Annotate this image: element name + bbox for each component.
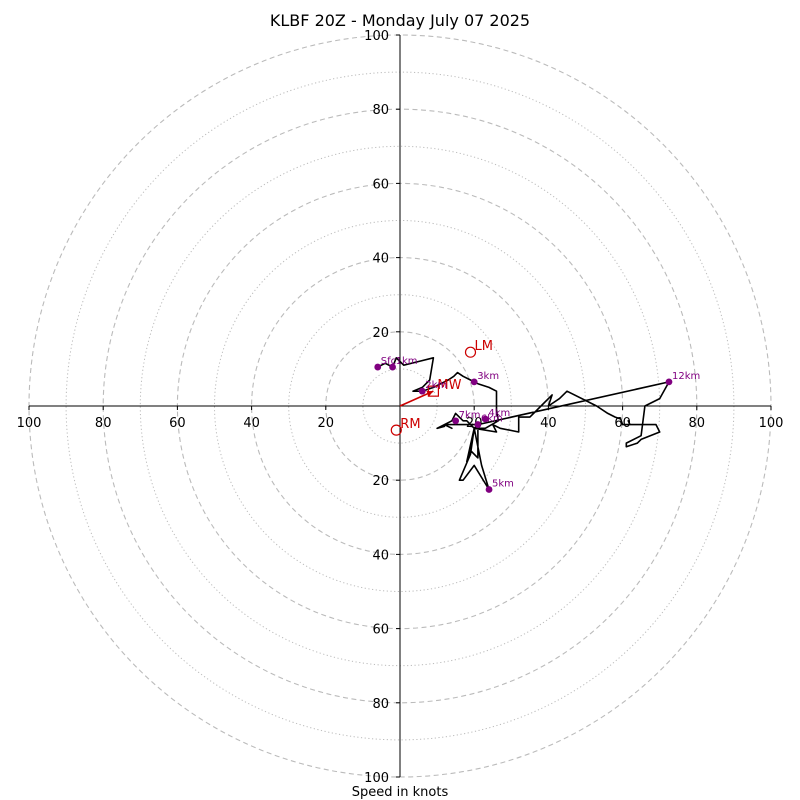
storm-motion-group: LM RM MW [390, 339, 493, 436]
y-tick-label: 100 [364, 771, 389, 786]
height-marker-1km [389, 363, 396, 371]
x-tick-label: 40 [540, 416, 557, 431]
height-label-5km: 5km [492, 478, 514, 489]
y-tick-label: 20 [372, 326, 389, 341]
height-label-6km: 6km [481, 414, 503, 425]
height-label-12km: 12km [672, 371, 700, 382]
height-marker-12km [665, 378, 673, 386]
storm-motion-rm-marker [390, 424, 402, 436]
storm-motion-lm-label: LM [474, 339, 492, 354]
y-tick-label: 40 [372, 252, 389, 267]
height-marker-2km [418, 387, 426, 395]
height-label-1km: 1km [396, 356, 418, 367]
height-label-4km: 4km [488, 408, 510, 419]
axes: 100 80 60 40 20 20 40 60 80 100100806040202040608… [17, 29, 784, 786]
y-tick-label: 40 [372, 548, 389, 563]
storm-motion-mw-label: MW [437, 378, 461, 393]
x-axis-label: Speed in knots [352, 785, 449, 800]
height-marker-6km [474, 421, 482, 428]
y-tick-label: 100 [364, 29, 389, 44]
storm-motion-mw-marker [427, 385, 439, 397]
height-label-2km: 2km [425, 380, 447, 391]
y-tick-label: 60 [372, 177, 389, 192]
height-label-sfc: Sfc [381, 356, 396, 367]
y-tick-label: 60 [372, 623, 389, 638]
x-tick-label: 100 [759, 416, 784, 431]
y-tick-label: 20 [372, 474, 389, 489]
x-tick-label: 100 [17, 416, 42, 431]
height-marker-7km [452, 417, 460, 425]
height-label-3km: 3km [477, 371, 499, 382]
height-marker-5km [485, 486, 493, 493]
height-marker-4km [481, 415, 489, 423]
y-tick-label: 80 [372, 697, 389, 712]
x-tick-label: 80 [95, 416, 112, 431]
x-tick-label: 40 [243, 416, 260, 431]
x-tick-label: 20 [318, 416, 335, 431]
x-tick-label: 60 [169, 416, 186, 431]
y-tick-label: 80 [372, 103, 389, 118]
height-marker-3km [470, 378, 478, 386]
storm-motion-rm-label: RM [400, 417, 420, 432]
storm-motion-lm-marker [464, 346, 477, 358]
x-tick-label: 80 [689, 416, 706, 431]
chart-title: KLBF 20Z - Monday July 07 2025 [270, 11, 530, 30]
hodograph-trace-group [377, 356, 670, 491]
height-label-7km: 7km [459, 410, 481, 421]
hodograph-trace-line [377, 356, 670, 491]
height-marker-sfc [374, 363, 382, 371]
